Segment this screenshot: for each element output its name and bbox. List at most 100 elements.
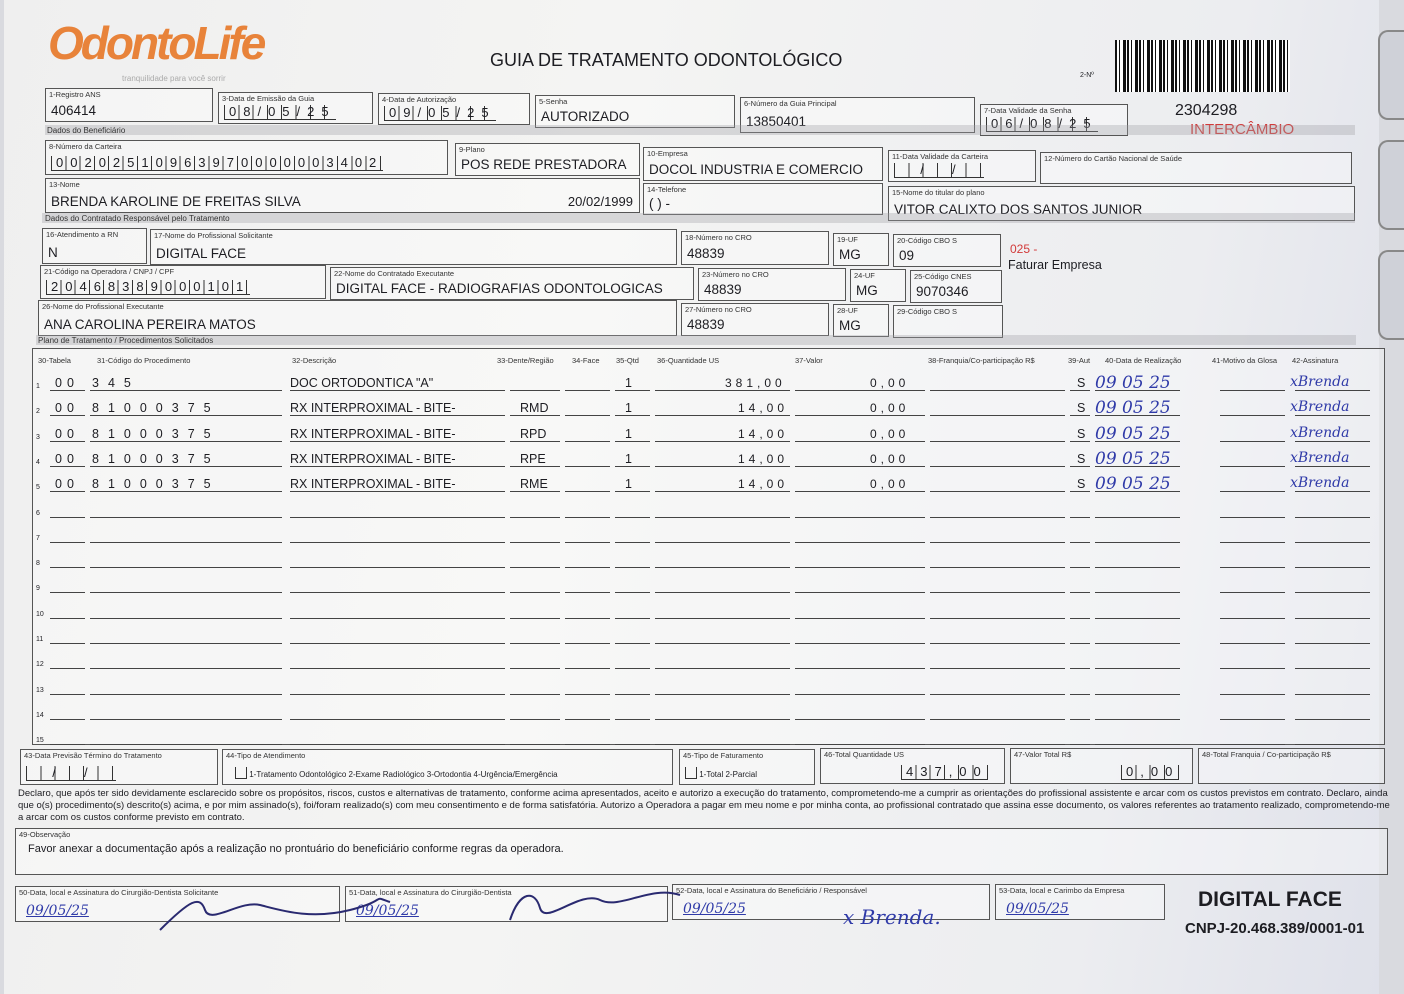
- table-row[interactable]: 10: [0, 596, 1380, 621]
- intercambio-label: INTERCÂMBIO: [1190, 121, 1295, 138]
- field-value: POS REDE PRESTADORA: [461, 157, 627, 172]
- table-row[interactable]: 9: [0, 570, 1380, 595]
- patient-signature: xBrenda: [1290, 449, 1350, 466]
- cbo-field[interactable]: 20-Código CBO S 09: [893, 234, 1001, 267]
- page-title: GUIA DE TRATAMENTO ODONTOLÓGICO: [490, 50, 843, 70]
- authorization-date-field[interactable]: 4-Data de Autorização 09/05/25: [378, 93, 530, 125]
- holder-name-field[interactable]: 15-Nome do titular do plano VITOR CALIXTO…: [888, 186, 1355, 221]
- uf-field[interactable]: 24-UF MG: [850, 269, 906, 302]
- table-row[interactable]: 15: [0, 722, 1380, 747]
- total-value-field[interactable]: 47-Valor Total R$ 0,00: [1010, 748, 1193, 784]
- field-value: 09/05/25: [384, 105, 496, 121]
- field-value: 9070346: [916, 284, 969, 299]
- table-code: 00: [55, 477, 79, 492]
- cro-number-field[interactable]: 23-Número no CRO 48839: [698, 268, 846, 301]
- uf-field[interactable]: 28-UF MG: [833, 304, 889, 337]
- billing-type-field[interactable]: 45-Tipo de Faturamento 1-Total 2-Parcial: [679, 749, 815, 785]
- field-label: 26-Nome do Profissional Executante: [42, 302, 164, 311]
- billing-note: Faturar Empresa: [1008, 258, 1102, 272]
- row-number: 10: [36, 610, 44, 618]
- main-guide-number-field[interactable]: 6-Número da Guia Principal 13850401: [740, 97, 975, 133]
- table-code: 00: [55, 376, 79, 390]
- field-value: ( ) -: [649, 196, 670, 211]
- quantity: 1: [625, 451, 632, 466]
- cro-number-field[interactable]: 27-Número no CRO 48839: [681, 303, 829, 336]
- plan-field[interactable]: 9-Plano POS REDE PRESTADORA: [455, 143, 640, 176]
- table-row[interactable]: 6: [0, 495, 1380, 520]
- card-validity-field[interactable]: 11-Data Validade da Carteira / /: [888, 150, 1036, 182]
- tooth-region: RME: [520, 477, 548, 492]
- table-row[interactable]: 7: [0, 520, 1380, 545]
- signature-f50[interactable]: 50-Data, local e Assinatura do Cirurgião…: [15, 886, 340, 922]
- quantity-us: 14,00: [738, 426, 789, 441]
- table-row[interactable]: 14: [0, 697, 1380, 722]
- card-number-field[interactable]: 8-Número da Carteira 00202510963970000003…: [45, 140, 448, 175]
- password-validity-field[interactable]: 7-Data Validade da Senha 06/08/25: [980, 104, 1128, 136]
- binder-tab: [1378, 30, 1404, 120]
- field-label: 14-Telefone: [647, 185, 687, 194]
- quantity: 1: [625, 376, 632, 390]
- table-row[interactable]: 12: [0, 646, 1380, 671]
- section-plan: Plano de Tratamento / Procedimentos Soli…: [38, 336, 214, 345]
- signature-f51[interactable]: 51-Data, local e Assinatura do Cirurgião…: [345, 886, 668, 922]
- description: RX INTERPROXIMAL - BITE-: [290, 477, 456, 492]
- service-type-field[interactable]: 44-Tipo de Atendimento 1-Tratamento Odon…: [222, 749, 673, 785]
- column-header: 40-Data de Realização: [1105, 356, 1182, 365]
- phone-field[interactable]: 14-Telefone ( ) -: [643, 183, 883, 215]
- realization-date: 09 05 25: [1095, 448, 1171, 469]
- registro-ans-field[interactable]: 1-Registro ANS 406414: [45, 88, 213, 122]
- table-row[interactable]: 2 00 81000375 RX INTERPROXIMAL - BITE- RMD 1 1…: [0, 393, 1380, 418]
- procedure-code: 81000375: [92, 426, 220, 441]
- authorized: S: [1077, 451, 1086, 466]
- table-row[interactable]: 11: [0, 621, 1380, 646]
- field-value: ANA CAROLINA PEREIRA MATOS: [44, 317, 256, 332]
- patient-signature: xBrenda: [1290, 374, 1350, 390]
- description: RX INTERPROXIMAL - BITE-: [290, 426, 456, 441]
- requesting-professional-field[interactable]: 17-Nome do Profissional Solicitante DIGIT…: [150, 229, 677, 265]
- table-row[interactable]: 1 00 345 DOC ORTODONTICA "A" 1 381,00 0,00 S 09 …: [0, 368, 1380, 393]
- field-label: 44-Tipo de Atendimento: [226, 751, 306, 760]
- cnes-field[interactable]: 25-Código CNES 9070346: [910, 270, 1002, 303]
- executing-contractor-field[interactable]: 22-Nome do Contratado Executante DIGITAL …: [330, 267, 694, 300]
- table-row[interactable]: 5 00 81000375 RX INTERPROXIMAL - BITE- RME 1 1…: [0, 469, 1380, 494]
- total-copay-field[interactable]: 48-Total Franquia / Co-participação R$: [1198, 748, 1385, 784]
- table-code: 00: [55, 426, 79, 441]
- sus-card-field[interactable]: 12-Número do Cartão Nacional de Saúde: [1040, 152, 1352, 184]
- table-row[interactable]: 3 00 81000375 RX INTERPROXIMAL - BITE- RPD 1 1…: [0, 419, 1380, 444]
- rn-field[interactable]: 16-Atendimento a RN N: [42, 228, 147, 264]
- tooth-region: RPE: [520, 451, 546, 466]
- executing-professional-field[interactable]: 26-Nome do Profissional Executante ANA CA…: [38, 300, 677, 336]
- field-value: 48839: [687, 246, 725, 261]
- uf-field[interactable]: 19-UF MG: [833, 233, 889, 266]
- table-row[interactable]: 13: [0, 672, 1380, 697]
- treatment-end-date-field[interactable]: 43-Data Previsão Término do Tratamento /…: [20, 749, 218, 785]
- billing-type-checkbox[interactable]: [685, 767, 697, 779]
- quantity: 1: [625, 426, 632, 441]
- row-number: 9: [36, 585, 40, 593]
- table-row[interactable]: 8: [0, 545, 1380, 570]
- field-value: MG: [839, 247, 861, 262]
- company-field[interactable]: 10-Empresa DOCOL INDUSTRIA E COMERCIO: [643, 147, 883, 181]
- row-number: 8: [36, 560, 40, 568]
- field-label: 1-Registro ANS: [49, 90, 101, 99]
- field-label: 4-Data de Autorização: [382, 95, 457, 104]
- service-type-checkbox[interactable]: [235, 767, 247, 779]
- emission-date-field[interactable]: 3-Data de Emissão da Guia 08/05/25: [218, 92, 373, 124]
- operator-code-field[interactable]: 21-Código na Operadora / CNPJ / CPF 20468…: [40, 265, 326, 299]
- cbo-field[interactable]: 29-Código CBO S: [893, 305, 1003, 338]
- signature-f53[interactable]: 53-Data, local e Carimbo da Empresa 09/0…: [995, 884, 1165, 920]
- field-label: 12-Número do Cartão Nacional de Saúde: [1044, 154, 1182, 163]
- field-label: 52-Data, local e Assinatura do Beneficiá…: [676, 886, 867, 895]
- column-header: 42-Assinatura: [1292, 356, 1339, 365]
- password-field[interactable]: 5-Senha AUTORIZADO: [535, 95, 735, 128]
- total-us-field[interactable]: 46-Total Quantidade US 437,00: [820, 748, 1005, 784]
- field-label: 43-Data Previsão Término do Tratamento: [24, 751, 162, 760]
- field-label: 50-Data, local e Assinatura do Cirurgião…: [19, 888, 219, 897]
- cro-number-field[interactable]: 18-Número no CRO 48839: [681, 231, 829, 265]
- table-row[interactable]: 4 00 81000375 RX INTERPROXIMAL - BITE- RPE 1 1…: [0, 444, 1380, 469]
- field-label: 8-Número da Carteira: [49, 142, 122, 151]
- name-field[interactable]: 13-Nome BRENDA KAROLINE DE FREITAS SILVA 2…: [45, 178, 640, 213]
- signature-date: 09/05/25: [1006, 901, 1069, 917]
- signature-f52[interactable]: 52-Data, local e Assinatura do Beneficiá…: [672, 884, 990, 929]
- signature-date: 09/05/25: [26, 903, 89, 919]
